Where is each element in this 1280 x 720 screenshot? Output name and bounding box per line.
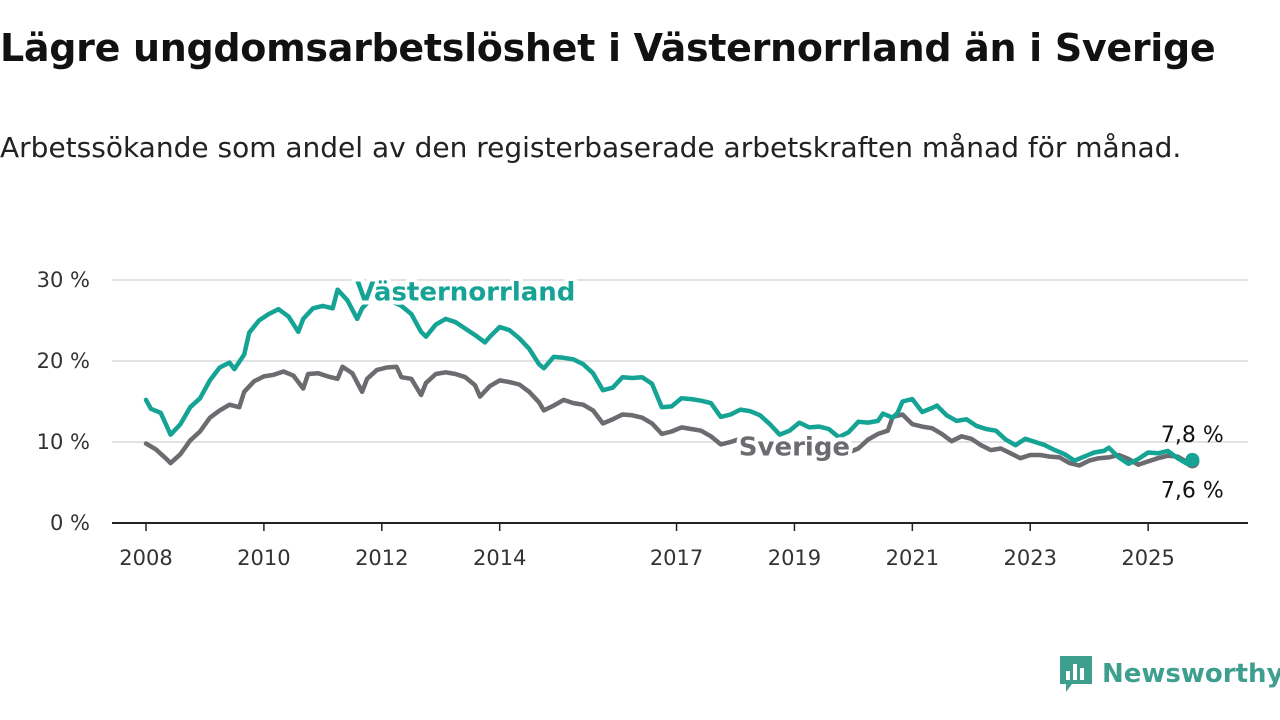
x-tick-label: 2010: [237, 546, 290, 570]
x-tick-label: 2025: [1121, 546, 1174, 570]
y-tick-label: 0 %: [50, 511, 90, 535]
y-axis-tick-labels: 0 % 10 % 20 % 30 %: [37, 268, 90, 535]
x-tick-label: 2014: [473, 546, 526, 570]
y-tick-label: 30 %: [37, 268, 90, 292]
y-tick-label: 10 %: [37, 430, 90, 454]
x-tick-label: 2012: [355, 546, 408, 570]
x-axis: 2008 2010 2012 2014 2017 2019 2021 2023 2025: [112, 522, 1248, 570]
line-chart: 0 % 10 % 20 % 30 % 2008 2010 2012 2014 2017 2019…: [37, 268, 1248, 570]
brand-name: Newsworthy: [1102, 659, 1280, 689]
series-lines: [143, 285, 1200, 469]
end-value-label: 7,8 %: [1161, 423, 1224, 448]
chart-title: Lägre ungdomsarbetslöshet i Västernorrla…: [0, 26, 1216, 70]
bar-chart-speech-bubble-icon: [1060, 656, 1092, 692]
series-label: Sverige: [739, 432, 850, 462]
series-line: [143, 364, 1195, 468]
chart-subtitle: Arbetssökande som andel av den registerb…: [0, 131, 1182, 164]
series-label-halo: Västernorrland: [355, 278, 575, 308]
y-tick-label: 20 %: [37, 349, 90, 373]
series-line: [143, 285, 1195, 467]
x-tick-label: 2023: [1004, 546, 1057, 570]
brand-logo: Newsworthy: [1058, 654, 1280, 694]
x-tick-label: 2017: [650, 546, 703, 570]
end-value-label: 7,6 %: [1161, 478, 1224, 503]
x-tick-label: 2019: [768, 546, 821, 570]
x-tick-label: 2008: [119, 546, 172, 570]
x-tick-label: 2021: [886, 546, 939, 570]
series-end-point: [1185, 452, 1200, 467]
series-label-halo: Sverige: [739, 432, 850, 462]
gridlines: [112, 279, 1248, 443]
series-label: Västernorrland: [355, 278, 575, 308]
